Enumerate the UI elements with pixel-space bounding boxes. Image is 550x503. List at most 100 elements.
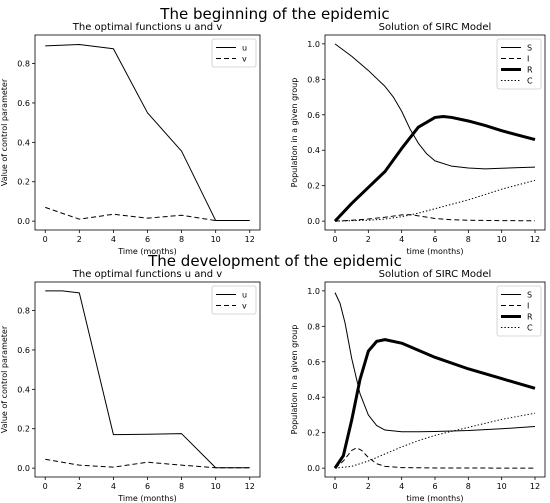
series-line-c [334,412,536,469]
charts-group: The optimal functions u and v 0 2 4 6 8 10 12 0.… [0,22,546,503]
y-axis-label: Population in a given group [290,325,299,435]
series-line-s [334,292,536,433]
x-axis-label: time (months) [407,494,464,503]
y-tick-label: 0.2 [17,425,30,434]
legend-label-c: C [527,324,533,333]
y-tick-label: 1.0 [307,40,320,49]
x-tick-label: 4 [111,235,116,244]
y-tick-label: 0.0 [307,464,320,473]
x-tick-label: 0 [43,482,48,491]
y-tick-label: 0.0 [17,464,30,473]
y-tick-label: 0.8 [307,75,320,84]
x-axis-label: Time (months) [117,494,177,503]
chart-title: The optimal functions u and v [72,22,223,33]
series-line-c [334,179,536,222]
x-tick-label: 6 [432,482,437,491]
legend-label-r: R [527,66,533,75]
y-tick-label: 0.8 [17,60,30,69]
y-tick-label: 0.0 [307,217,320,226]
x-tick-label: 4 [399,235,404,244]
chart-title: Solution of SIRC Model [379,22,492,33]
x-tick-label: 10 [211,235,221,244]
y-axis-label: Population in a given group [290,78,299,188]
y-tick-label: 0.2 [307,182,320,191]
y-tick-label: 0.4 [17,138,30,147]
x-tick-label: 12 [530,482,540,491]
x-tick-label: 2 [366,235,371,244]
series-line-r [333,115,536,223]
y-tick-label: 0.0 [17,217,30,226]
x-tick-label: 8 [179,235,184,244]
y-tick-label: 0.6 [17,346,30,355]
legend: SIRC [496,285,542,337]
y-tick-label: 0.4 [307,146,320,155]
legend-box [496,38,542,90]
y-tick-label: 0.4 [17,385,30,394]
x-tick-label: 6 [145,235,150,244]
y-tick-label: 0.6 [307,111,320,120]
legend: uv [211,285,257,315]
x-tick-label: 10 [497,235,507,244]
y-axis-label: Value of control parameter [0,325,9,433]
x-tick-label: 8 [179,482,184,491]
legend-label-i: I [527,55,529,64]
x-tick-label: 12 [530,235,540,244]
y-tick-label: 0.2 [17,178,30,187]
chart-title: The optimal functions u and v [72,269,223,280]
section-title-development: The development of the epidemic [147,252,402,270]
legend-label-i: I [527,302,529,311]
section-title-beginning: The beginning of the epidemic [159,5,389,23]
series-line-v [45,458,250,469]
chart-title: Solution of SIRC Model [379,269,492,280]
series-line-v [45,206,250,222]
legend-label-u: u [242,291,247,300]
legend-box [496,285,542,337]
legend-label-v: v [242,55,247,64]
chart-2: Solution of SIRC Model 0 2 4 6 8 10 12 0.0 0.2 0.4… [290,22,546,256]
legend-label-u: u [242,44,247,53]
legend-box [211,285,257,315]
x-axis-label: time (months) [407,247,464,256]
x-tick-label: 4 [399,482,404,491]
x-tick-label: 6 [432,235,437,244]
x-tick-label: 10 [211,482,221,491]
y-tick-label: 1.0 [307,287,320,296]
legend: SIRC [496,38,542,90]
x-tick-label: 8 [466,482,471,491]
series-line-i [334,214,536,222]
legend-label-v: v [242,302,247,311]
x-tick-label: 4 [111,482,116,491]
series-line-i [334,447,536,469]
chart-1: The optimal functions u and v 0 2 4 6 8 10 12 0.… [0,22,261,256]
x-tick-label: 2 [77,482,82,491]
legend-box [211,38,257,68]
x-tick-label: 12 [245,482,255,491]
series-line-s [334,43,536,170]
chart-4: Solution of SIRC Model 0 2 4 6 8 10 12 0.0 0.2 0.4… [290,269,546,503]
series-line-u [45,43,250,222]
x-tick-label: 12 [245,235,255,244]
legend-label-r: R [527,313,533,322]
x-tick-label: 0 [43,235,48,244]
x-tick-label: 6 [145,482,150,491]
y-tick-label: 0.6 [307,358,320,367]
legend: uv [211,38,257,68]
y-tick-label: 0.8 [17,307,30,316]
y-axis-label: Value of control parameter [0,78,9,186]
legend-label-s: S [527,291,532,300]
series-line-r [333,338,536,469]
y-tick-label: 0.8 [307,322,320,331]
x-tick-label: 8 [466,235,471,244]
x-tick-label: 0 [332,482,337,491]
x-tick-label: 0 [332,235,337,244]
x-axis-label: Time (months) [117,247,177,256]
x-tick-label: 2 [366,482,371,491]
legend-label-s: S [527,44,532,53]
y-tick-label: 0.4 [307,393,320,402]
x-tick-label: 2 [77,235,82,244]
y-tick-label: 0.6 [17,99,30,108]
x-tick-label: 10 [497,482,507,491]
chart-3: The optimal functions u and v 0 2 4 6 8 10 12 0.… [0,269,261,503]
legend-label-c: C [527,77,533,86]
